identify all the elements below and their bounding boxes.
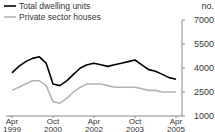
x-tick-label: Apr2002 [85, 117, 103, 132]
legend-label: Private sector houses [19, 12, 101, 22]
x-tick-label: Oct2000 [44, 117, 62, 132]
y-tick-label: 5500 [194, 39, 214, 49]
y-tick [182, 68, 185, 69]
chart: 1000 2500 4000 5500 7000 no. Apr1999 Oct2000 Apr… [0, 0, 215, 132]
x-tick-label-part: 2000 [44, 125, 62, 132]
y-tick-label: 1000 [194, 111, 214, 121]
x-tick-label: Oct2003 [126, 117, 144, 132]
y-tick [182, 92, 185, 93]
y-tick [182, 44, 185, 45]
x-tick-label-part: 2002 [85, 125, 103, 132]
x-tick-label-part: 1999 [3, 125, 21, 132]
legend-swatch [4, 16, 16, 18]
legend-swatch [4, 5, 16, 7]
y-tick-label: 2500 [194, 87, 214, 97]
x-tick-label-part: 2003 [126, 125, 144, 132]
y-axis-label: no. [201, 1, 214, 11]
y-tick [182, 20, 185, 21]
x-tick-label-part: 2005 [167, 125, 185, 132]
legend-label: Total dwelling units [19, 1, 90, 11]
y-tick [182, 116, 185, 117]
x-tick-label: Apr2005 [167, 117, 185, 132]
y-tick-label: 7000 [194, 15, 214, 25]
plot-lines [12, 57, 176, 103]
series-line [12, 81, 176, 103]
x-tick-label: Apr1999 [3, 117, 21, 132]
y-tick-label: 4000 [194, 63, 214, 73]
